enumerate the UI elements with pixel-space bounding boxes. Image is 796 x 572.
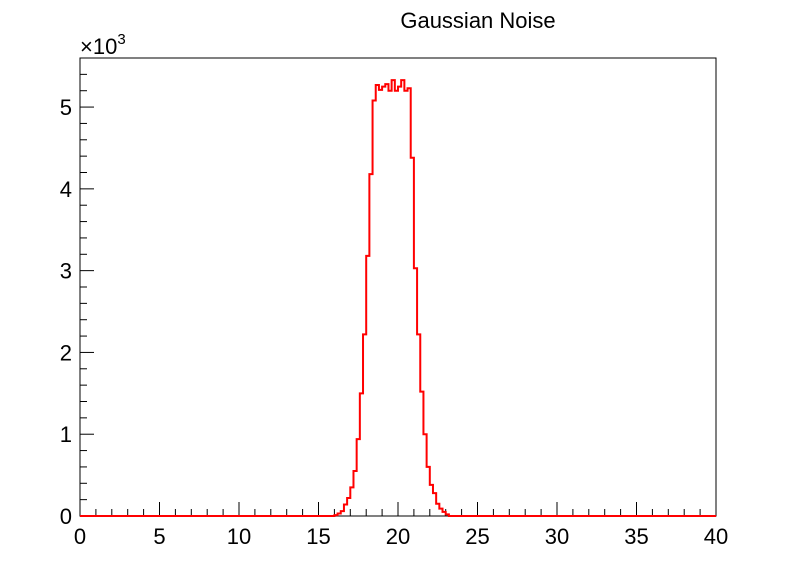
- y-axis: 0 1 2 3 4 5: [60, 57, 94, 529]
- y-tick-label: 1: [60, 422, 72, 447]
- x-tick-label: 10: [227, 524, 251, 549]
- histogram-bin: [385, 90, 391, 516]
- y-tick-label: 3: [60, 259, 72, 284]
- histogram-bin: [455, 512, 461, 516]
- histogram-bin: [436, 434, 442, 516]
- y-tick-label: 0: [60, 504, 72, 529]
- x-tick-label: 40: [704, 524, 728, 549]
- histogram-bin: [398, 91, 404, 516]
- histogram-outline: [80, 79, 716, 517]
- y-multiplier-exponent: 3: [117, 31, 125, 48]
- histogram-bin: [366, 334, 372, 516]
- y-tick-label: 4: [60, 177, 72, 202]
- svg-text:×103: ×103: [80, 31, 126, 59]
- histogram-bin: [392, 83, 398, 516]
- histogram-bin: [347, 487, 353, 516]
- x-tick-label: 25: [465, 524, 489, 549]
- histogram-bin: [404, 82, 410, 516]
- histogram-bin: [360, 439, 366, 516]
- x-tick-label: 35: [624, 524, 648, 549]
- chart-title: Gaussian Noise: [400, 8, 555, 33]
- y-multiplier: ×103: [80, 31, 126, 59]
- histogram-bin: [449, 493, 455, 516]
- histogram-bin: [443, 467, 449, 516]
- histogram-bin: [423, 268, 429, 516]
- histogram-bin: [430, 392, 436, 516]
- y-tick-label: 2: [60, 340, 72, 365]
- x-tick-label: 5: [153, 524, 165, 549]
- x-tick-label: 15: [306, 524, 330, 549]
- histogram-bin: [341, 504, 347, 516]
- x-tick-label: 0: [74, 524, 86, 549]
- histogram-bin: [417, 158, 423, 516]
- series-layer: [80, 79, 716, 517]
- histogram-bin: [353, 471, 359, 516]
- x-tick-label: 20: [386, 524, 410, 549]
- x-axis: 0 5 10 15 20 25 30 35 40: [74, 502, 728, 549]
- histogram-bin: [411, 88, 417, 516]
- y-tick-label: 5: [60, 95, 72, 120]
- histogram-bin: [379, 87, 385, 516]
- histogram-bin: [334, 514, 340, 516]
- histogram-bin: [373, 174, 379, 516]
- x-tick-label: 30: [545, 524, 569, 549]
- y-multiplier-base: ×10: [80, 34, 117, 59]
